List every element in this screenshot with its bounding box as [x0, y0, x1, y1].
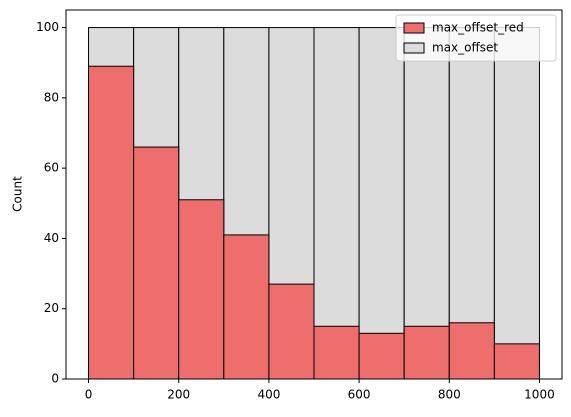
bar	[448, 322, 495, 380]
bar	[493, 343, 540, 380]
bar	[403, 325, 450, 380]
bar	[178, 199, 225, 380]
bar	[448, 27, 495, 380]
x-tick-label: 400	[257, 388, 280, 402]
bar	[223, 234, 270, 380]
y-axis-label: Count	[11, 176, 25, 212]
x-tick-label: 1000	[524, 388, 555, 402]
y-tick-label: 100	[36, 20, 59, 34]
bar	[358, 27, 405, 380]
legend-swatch	[403, 42, 425, 54]
legend-label: max_offset	[432, 41, 498, 55]
x-tick-label: 800	[438, 388, 461, 402]
y-tick-label: 80	[44, 90, 59, 104]
bar	[358, 332, 405, 380]
legend-box	[395, 14, 557, 62]
y-tick-label: 0	[51, 372, 59, 386]
legend-label: max_offset_red	[432, 21, 524, 35]
x-tick-label: 200	[167, 388, 190, 402]
x-tick-label: 0	[85, 388, 93, 402]
y-tick-label: 20	[44, 301, 59, 315]
plot-frame	[65, 9, 563, 380]
x-tick-label: 600	[348, 388, 371, 402]
y-tick-label: 60	[44, 161, 59, 175]
y-tick-label: 40	[44, 231, 59, 245]
bar	[268, 283, 315, 380]
legend-swatch	[403, 22, 425, 34]
bar	[133, 146, 180, 380]
bar	[493, 27, 540, 380]
bar	[313, 325, 360, 380]
bar	[313, 27, 360, 380]
bar	[88, 65, 135, 380]
